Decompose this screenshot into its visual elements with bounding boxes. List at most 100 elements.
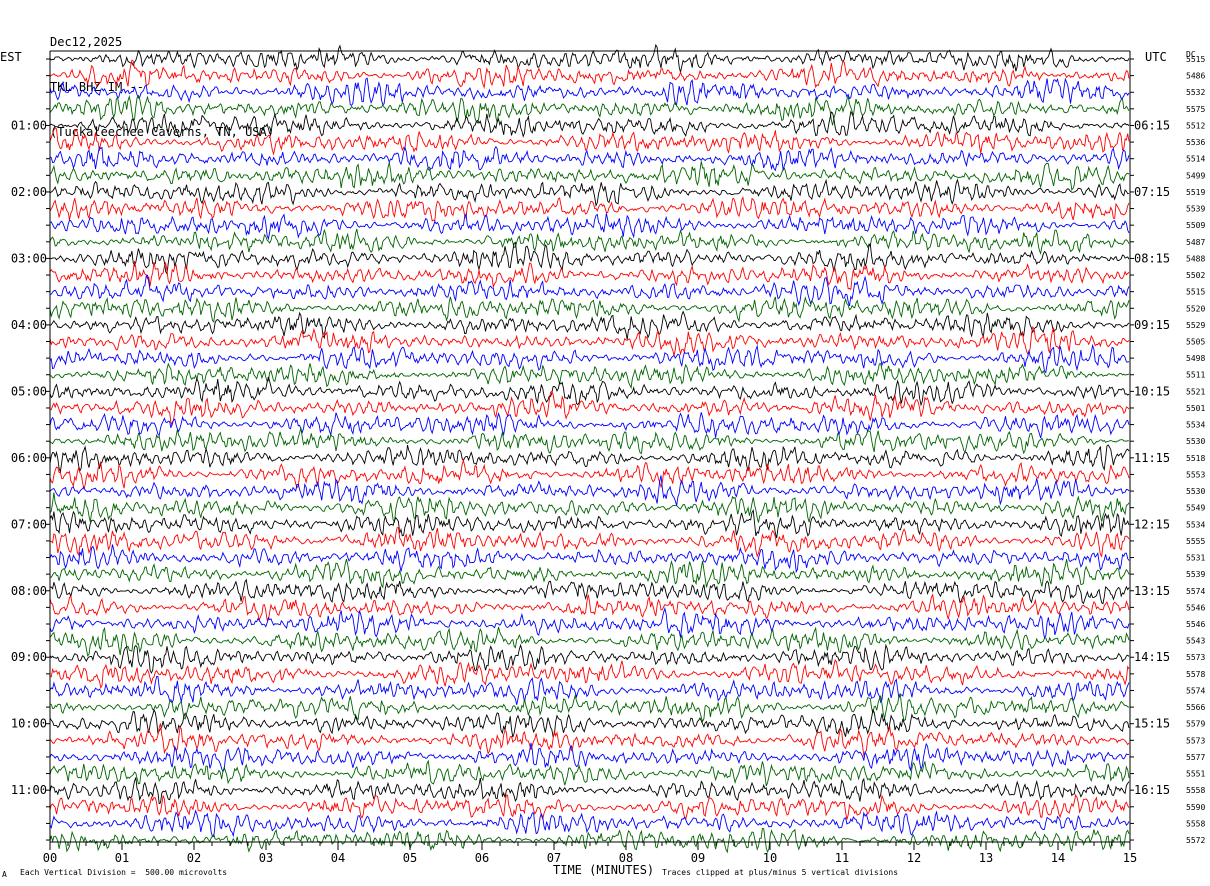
dc-offset-label: 5546 — [1186, 620, 1205, 629]
trace-row — [49, 676, 1130, 705]
right-time-label: 10:15 — [1134, 384, 1170, 398]
trace-row — [49, 544, 1130, 574]
trace-row — [49, 723, 1130, 758]
dc-offset-label: 5505 — [1186, 338, 1205, 347]
trace-row — [49, 427, 1130, 455]
dc-offset-label: 5509 — [1186, 221, 1205, 230]
dc-offset-label: 5551 — [1186, 770, 1205, 779]
right-time-label: 09:15 — [1134, 318, 1170, 332]
trace-row — [49, 145, 1130, 172]
trace-row — [49, 444, 1130, 474]
right-time-label: 13:15 — [1134, 584, 1170, 598]
trace-row — [49, 161, 1130, 191]
trace-row — [49, 241, 1130, 276]
trace-row — [49, 809, 1130, 838]
dc-offset-label: 5566 — [1186, 703, 1205, 712]
trace-row — [49, 693, 1130, 723]
dc-offset-label: 5521 — [1186, 387, 1205, 396]
x-tick-label: 04 — [331, 851, 345, 865]
trace-row — [49, 412, 1130, 439]
x-tick-label: 05 — [403, 851, 417, 865]
left-time-label: 11:00 — [11, 783, 47, 797]
dc-offset-label: 5546 — [1186, 603, 1205, 612]
right-time-label: 08:15 — [1134, 251, 1170, 265]
left-time-label: 01:00 — [11, 118, 47, 132]
dc-offset-label: 5573 — [1186, 653, 1205, 662]
trace-row — [49, 578, 1130, 605]
trace-row — [49, 759, 1130, 787]
trace-row — [49, 626, 1130, 657]
trace-row — [49, 742, 1130, 773]
left-time-label: 02:00 — [11, 185, 47, 199]
left-time-label: 04:00 — [11, 318, 47, 332]
trace-row — [49, 94, 1130, 126]
right-time-label: 15:15 — [1134, 717, 1170, 731]
trace-row — [49, 793, 1130, 821]
trace-row — [49, 458, 1130, 490]
x-tick-label: 14 — [1051, 851, 1065, 865]
trace-row — [49, 59, 1130, 90]
dc-offset-label: 5555 — [1186, 537, 1205, 546]
dc-offset-label: 5511 — [1186, 371, 1205, 380]
left-axis-title: EST — [0, 50, 22, 64]
left-time-label: 09:00 — [11, 650, 47, 664]
trace-row — [49, 527, 1130, 558]
trace-row — [49, 643, 1130, 674]
dc-offset-label: 5558 — [1186, 786, 1205, 795]
dc-offset-label: 5488 — [1186, 254, 1205, 263]
trace-row — [49, 261, 1130, 291]
x-tick-label: 00 — [43, 851, 57, 865]
dc-offset-label: 5549 — [1186, 504, 1205, 513]
dc-offset-label: 5590 — [1186, 803, 1205, 812]
trace-row — [49, 310, 1130, 340]
left-time-axis: 01:00 02:00 03:00 04:00 05:00 06:00 07:00 08:00… — [11, 58, 50, 841]
dc-offset-column: 5515 5486 5532 5575 5512 5536 5514 5499 5519 5539… — [1186, 55, 1205, 845]
left-time-label: 06:00 — [11, 451, 47, 465]
left-time-label: 10:00 — [11, 717, 47, 731]
x-tick-label: 07 — [547, 851, 561, 865]
dc-offset-label: 5573 — [1186, 736, 1205, 745]
trace-row — [49, 558, 1130, 589]
dc-offset-label: 5520 — [1186, 304, 1205, 313]
dc-offset-label: 5574 — [1186, 587, 1205, 596]
trace-row — [49, 126, 1130, 156]
trace-row — [49, 362, 1130, 390]
clip-note: Traces clipped at plus/minus 5 vertical … — [662, 868, 899, 877]
dc-offset-label: 5515 — [1186, 288, 1205, 297]
trace-row — [49, 509, 1130, 539]
dc-offset-label: 5577 — [1186, 753, 1205, 762]
dc-offset-label: 5518 — [1186, 454, 1205, 463]
trace-group — [49, 43, 1130, 854]
dc-offset-label: 5530 — [1186, 437, 1205, 446]
right-time-label: 14:15 — [1134, 650, 1170, 664]
trace-row — [49, 196, 1130, 222]
dc-offset-label: 5498 — [1186, 354, 1205, 363]
date-label: Dec12,2025 — [50, 35, 123, 49]
right-time-label: 07:15 — [1134, 185, 1170, 199]
dc-offset-label: 5578 — [1186, 670, 1205, 679]
dc-offset-label: 5501 — [1186, 404, 1205, 413]
trace-row — [49, 77, 1130, 106]
trace-row — [49, 343, 1130, 374]
dc-offset-label: 5536 — [1186, 138, 1205, 147]
dc-offset-label: 5487 — [1186, 238, 1205, 247]
x-tick-label: 09 — [691, 851, 705, 865]
trace-row — [49, 212, 1130, 241]
x-tick-label: 12 — [907, 851, 921, 865]
dc-offset-label: 5512 — [1186, 121, 1205, 130]
right-time-label: 11:15 — [1134, 451, 1170, 465]
x-tick-label: 10 — [763, 851, 777, 865]
x-tick-label: 08 — [619, 851, 633, 865]
trace-row — [49, 777, 1130, 805]
trace-row — [49, 708, 1130, 738]
dc-offset-label: 5531 — [1186, 554, 1205, 563]
dc-offset-label: 5572 — [1186, 836, 1205, 845]
left-time-label: 07:00 — [11, 517, 47, 531]
right-time-label: 06:15 — [1134, 118, 1170, 132]
trace-row — [49, 827, 1130, 854]
trace-row — [49, 178, 1130, 208]
trace-row — [50, 390, 1130, 427]
dc-offset-label: 5579 — [1186, 720, 1205, 729]
dc-offset-label: 5543 — [1186, 637, 1205, 646]
x-tick-label: 06 — [475, 851, 489, 865]
